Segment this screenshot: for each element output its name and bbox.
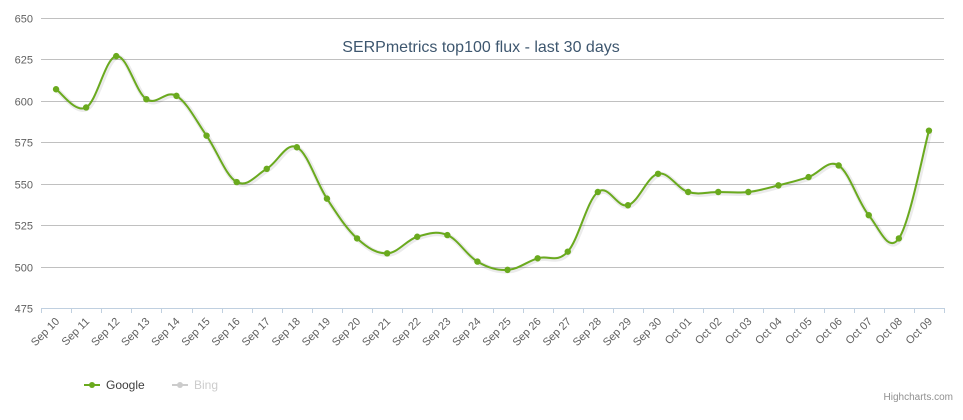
chart-title: SERPmetrics top100 flux - last 30 days xyxy=(342,39,619,56)
legend-marker-symbol xyxy=(177,382,183,388)
data-point[interactable] xyxy=(173,92,180,100)
series-line-shadow xyxy=(55,54,933,274)
x-tick-label: Oct 06 xyxy=(813,316,844,347)
x-tick-label: Sep 12 xyxy=(89,316,122,349)
x-tick-label: Sep 13 xyxy=(119,316,152,349)
legend-label: Google xyxy=(106,378,145,392)
x-tick-label: Sep 26 xyxy=(511,316,544,349)
data-point[interactable] xyxy=(594,188,602,196)
data-point[interactable] xyxy=(444,231,451,239)
grid-layer xyxy=(41,18,944,309)
data-point[interactable] xyxy=(925,127,933,134)
y-tick-label: 575 xyxy=(15,138,33,150)
data-point[interactable] xyxy=(203,132,210,139)
x-tick-label: Oct 08 xyxy=(874,316,905,347)
x-tick-label: Sep 23 xyxy=(420,316,453,349)
x-tick-label: Sep 30 xyxy=(631,316,664,349)
x-tick-label: Sep 10 xyxy=(29,316,62,349)
data-point[interactable] xyxy=(474,258,481,265)
legend-item-google[interactable]: Google xyxy=(84,378,145,392)
data-point[interactable] xyxy=(895,235,903,242)
x-tick-label: Sep 27 xyxy=(541,316,574,349)
data-point[interactable] xyxy=(263,165,270,172)
data-point[interactable] xyxy=(805,173,812,181)
data-point[interactable] xyxy=(624,202,632,209)
x-tick-label: Sep 28 xyxy=(571,316,604,349)
series-line-google xyxy=(55,55,930,271)
x-tick-label: Oct 02 xyxy=(693,316,724,347)
y-axis: 475 500 525 550 575 600 625 650 xyxy=(15,14,33,316)
x-tick-label: Sep 20 xyxy=(330,316,363,349)
legend-label: Bing xyxy=(194,378,218,392)
data-point[interactable] xyxy=(52,86,60,93)
x-tick-label: Oct 03 xyxy=(723,316,754,347)
y-tick-label: 650 xyxy=(15,14,33,26)
x-tick-label: Sep 21 xyxy=(360,316,393,349)
data-point[interactable] xyxy=(82,104,90,111)
data-point[interactable] xyxy=(504,266,511,274)
x-tick-label: Oct 05 xyxy=(783,316,814,347)
x-tick-label: Sep 22 xyxy=(390,316,423,349)
x-tick-label: Sep 14 xyxy=(149,316,182,349)
data-point[interactable] xyxy=(745,188,752,196)
x-tick-label: Sep 29 xyxy=(601,316,634,349)
x-tick-label: Sep 18 xyxy=(270,316,303,349)
data-point[interactable] xyxy=(835,162,842,169)
y-tick-label: 600 xyxy=(15,97,33,109)
data-point[interactable] xyxy=(353,235,361,242)
series-layer xyxy=(52,52,933,274)
data-point[interactable] xyxy=(113,52,120,60)
data-point[interactable] xyxy=(865,212,872,219)
data-point[interactable] xyxy=(383,250,391,257)
data-point[interactable] xyxy=(293,144,301,151)
x-tick-label: Oct 07 xyxy=(843,316,874,347)
data-point[interactable] xyxy=(654,170,662,177)
y-tick-label: 475 xyxy=(15,304,33,316)
x-tick-label: Sep 16 xyxy=(210,316,243,349)
data-point[interactable] xyxy=(323,195,331,202)
credits-link[interactable]: Highcharts.com xyxy=(884,392,953,403)
data-point[interactable] xyxy=(684,188,692,196)
legend-item-bing[interactable]: Bing xyxy=(172,378,218,392)
y-tick-label: 550 xyxy=(15,180,33,192)
y-tick-label: 500 xyxy=(15,263,33,275)
data-point[interactable] xyxy=(414,233,421,240)
x-tick-label: Sep 17 xyxy=(240,316,273,349)
legend-marker-symbol xyxy=(89,382,95,388)
x-tick-label: Sep 15 xyxy=(180,316,213,349)
legend: Google Bing xyxy=(84,378,218,392)
x-tick-label: Sep 19 xyxy=(300,316,333,349)
data-point[interactable] xyxy=(143,96,150,103)
x-tick-label: Sep 24 xyxy=(450,316,483,349)
y-tick-label: 625 xyxy=(15,55,33,67)
data-point[interactable] xyxy=(233,178,240,186)
data-point[interactable] xyxy=(534,255,541,262)
x-tick-label: Oct 01 xyxy=(663,316,694,347)
data-point[interactable] xyxy=(775,182,782,189)
x-tick-label: Oct 04 xyxy=(753,316,784,347)
x-tick-label: Oct 09 xyxy=(904,316,935,347)
data-point[interactable] xyxy=(715,188,722,196)
y-tick-label: 525 xyxy=(15,221,33,233)
x-tick-label: Sep 25 xyxy=(481,316,514,349)
x-tick-label: Sep 11 xyxy=(60,316,93,349)
data-point[interactable] xyxy=(564,248,571,255)
